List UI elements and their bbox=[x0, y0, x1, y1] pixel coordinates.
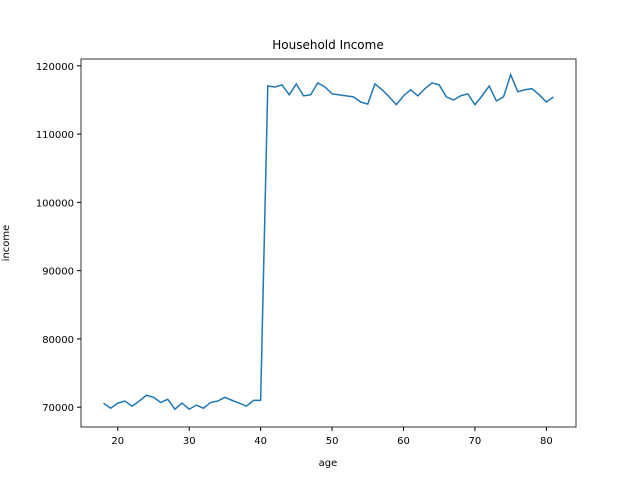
x-tick-label: 20 bbox=[111, 436, 124, 447]
y-tick-label: 100000 bbox=[36, 198, 74, 209]
x-tick-label: 50 bbox=[326, 436, 339, 447]
x-tick-label: 60 bbox=[397, 436, 410, 447]
y-tick-label: 80000 bbox=[42, 335, 74, 346]
x-tick-label: 80 bbox=[540, 436, 553, 447]
x-tick-label: 40 bbox=[254, 436, 267, 447]
chart-title: Household Income bbox=[272, 38, 383, 52]
x-tick-label: 30 bbox=[183, 436, 196, 447]
y-tick-label: 110000 bbox=[36, 130, 74, 141]
y-tick-label: 90000 bbox=[42, 267, 74, 278]
y-tick-label: 70000 bbox=[42, 403, 74, 414]
x-tick-label: 70 bbox=[469, 436, 482, 447]
y-tick-label: 120000 bbox=[36, 62, 74, 73]
y-axis-label: income bbox=[1, 225, 12, 262]
x-axis-label: age bbox=[319, 458, 338, 469]
line bbox=[103, 72, 554, 411]
plot-frame bbox=[80, 58, 577, 428]
